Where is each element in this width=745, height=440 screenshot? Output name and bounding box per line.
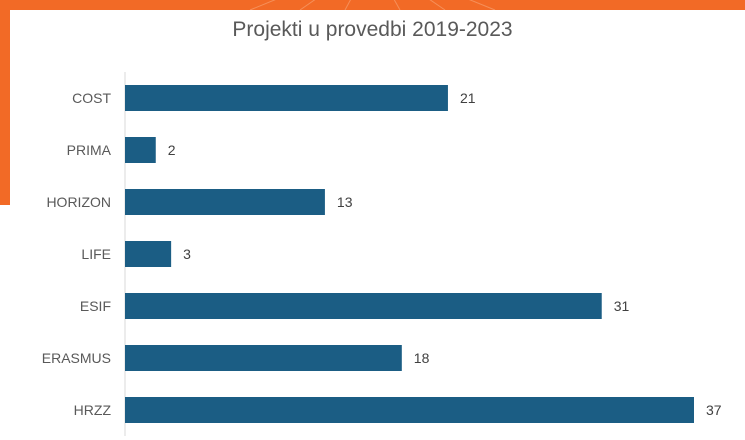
value-label-life: 3 bbox=[183, 246, 191, 262]
value-label-horizon: 13 bbox=[337, 194, 353, 210]
category-label-cost: COST bbox=[72, 90, 111, 106]
category-label-horizon: HORIZON bbox=[46, 194, 111, 210]
category-label-erasmus: ERASMUS bbox=[42, 350, 111, 366]
category-label-esif: ESIF bbox=[80, 298, 111, 314]
bar-esif bbox=[125, 293, 602, 319]
value-label-erasmus: 18 bbox=[414, 350, 430, 366]
bar-prima bbox=[125, 137, 156, 163]
value-label-prima: 2 bbox=[168, 142, 176, 158]
bar-cost bbox=[125, 85, 448, 111]
bar-horizon bbox=[125, 189, 325, 215]
bar-erasmus bbox=[125, 345, 402, 371]
panel-left-extension bbox=[0, 205, 10, 440]
value-label-cost: 21 bbox=[460, 90, 476, 106]
chart-title: Projekti u provedbi 2019-2023 bbox=[232, 18, 513, 41]
bar-hrzz bbox=[125, 397, 694, 423]
value-label-hrzz: 37 bbox=[706, 402, 722, 418]
category-label-hrzz: HRZZ bbox=[74, 402, 112, 418]
value-label-esif: 31 bbox=[614, 298, 630, 314]
category-label-life: LIFE bbox=[81, 246, 111, 262]
bar-life bbox=[125, 241, 172, 267]
category-label-prima: PRIMA bbox=[67, 142, 112, 158]
